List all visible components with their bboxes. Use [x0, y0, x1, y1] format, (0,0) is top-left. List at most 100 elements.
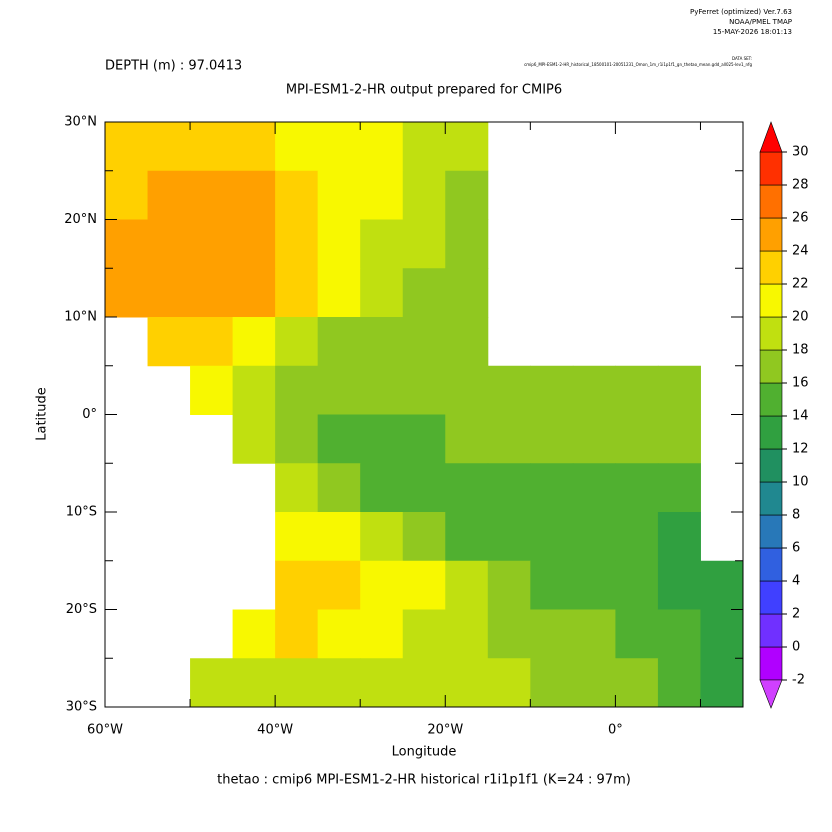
cell: [360, 512, 404, 562]
dataset: cmip6_MPI-ESM1-2-HR_historical_18500101-…: [524, 62, 752, 67]
colorbar-label: 22: [792, 277, 809, 292]
cell: [487, 512, 531, 562]
cell: [445, 463, 489, 513]
colorbar-band: [759, 646, 783, 681]
x-tick-label: 40°W: [257, 723, 293, 738]
cell: [317, 609, 361, 659]
cell: [657, 512, 701, 562]
cell: [445, 512, 489, 562]
cell: [402, 609, 446, 659]
cell: [232, 609, 276, 659]
cell: [402, 365, 446, 415]
cell: [147, 317, 191, 367]
cell: [275, 219, 319, 269]
y-tick-label: 30°N: [64, 115, 97, 130]
y-tick-label: 0°: [82, 407, 97, 422]
colorbar-band: [759, 151, 783, 186]
colorbar-label: 14: [792, 409, 809, 424]
x-label: Longitude: [392, 745, 457, 760]
cell: [232, 414, 276, 464]
cell: [190, 658, 234, 708]
cell: [445, 658, 489, 708]
cell: [572, 463, 616, 513]
y-label: Latitude: [35, 387, 50, 441]
cell: [402, 122, 446, 172]
colorbar-label: 26: [792, 211, 809, 226]
cell: [317, 317, 361, 367]
cell: [402, 512, 446, 562]
colorbar-band: [759, 382, 783, 417]
colorbar-band: [759, 580, 783, 615]
cell: [572, 414, 616, 464]
cell: [190, 365, 234, 415]
cell: [572, 658, 616, 708]
cell: [275, 268, 319, 318]
cell: [360, 414, 404, 464]
cell: [147, 122, 191, 172]
cell: [360, 170, 404, 220]
cell: [232, 365, 276, 415]
cell: [445, 268, 489, 318]
cell: [657, 560, 701, 610]
cell: [317, 170, 361, 220]
colorbar-label: 0: [792, 640, 800, 655]
cell: [657, 365, 701, 415]
cell: [317, 414, 361, 464]
dataset-label: DATA SET:: [732, 56, 752, 61]
cell: [105, 170, 149, 220]
colorbar-label: 16: [792, 376, 809, 391]
x-tick-label: 20°W: [427, 723, 463, 738]
cell: [445, 170, 489, 220]
cell: [317, 365, 361, 415]
cell: [275, 122, 319, 172]
cell: [360, 609, 404, 659]
cell: [317, 268, 361, 318]
colorbar-label: 28: [792, 178, 809, 193]
cell: [275, 317, 319, 367]
y-tick-label: 20°S: [66, 602, 97, 617]
colorbar-label: 24: [792, 244, 809, 259]
cell: [487, 609, 531, 659]
cell: [360, 317, 404, 367]
colorbar-label: 20: [792, 310, 809, 325]
cell: [190, 317, 234, 367]
cell: [445, 414, 489, 464]
cell: [360, 219, 404, 269]
cell: [445, 560, 489, 610]
cell: [530, 658, 574, 708]
cell: [657, 658, 701, 708]
cell: [445, 609, 489, 659]
cell: [275, 512, 319, 562]
cell: [360, 268, 404, 318]
colorbar-band: [759, 217, 783, 252]
y-tick-label: 20°N: [64, 212, 97, 227]
cell: [445, 317, 489, 367]
x-tick-label: 0°: [608, 723, 623, 738]
colorbar-label: 6: [792, 541, 800, 556]
colorbar-label: 2: [792, 607, 800, 622]
colorbar-over: [759, 121, 783, 153]
colorbar-label: 8: [792, 508, 800, 523]
cell: [190, 122, 234, 172]
cell: [615, 658, 659, 708]
x-tick-label: 60°W: [87, 723, 123, 738]
cell: [360, 365, 404, 415]
y-tick-label: 10°N: [64, 310, 97, 325]
cell: [147, 268, 191, 318]
colorbar-label: 10: [792, 475, 809, 490]
cell: [275, 414, 319, 464]
colorbar-label: 18: [792, 343, 809, 358]
cell: [487, 414, 531, 464]
cell: [572, 609, 616, 659]
colorbar-label: -2: [792, 673, 805, 688]
cell: [275, 560, 319, 610]
cell: [317, 122, 361, 172]
cell: [275, 463, 319, 513]
cell: [445, 122, 489, 172]
cell: [402, 463, 446, 513]
cell: [615, 512, 659, 562]
cell: [700, 658, 744, 708]
cell: [147, 170, 191, 220]
cell: [147, 219, 191, 269]
